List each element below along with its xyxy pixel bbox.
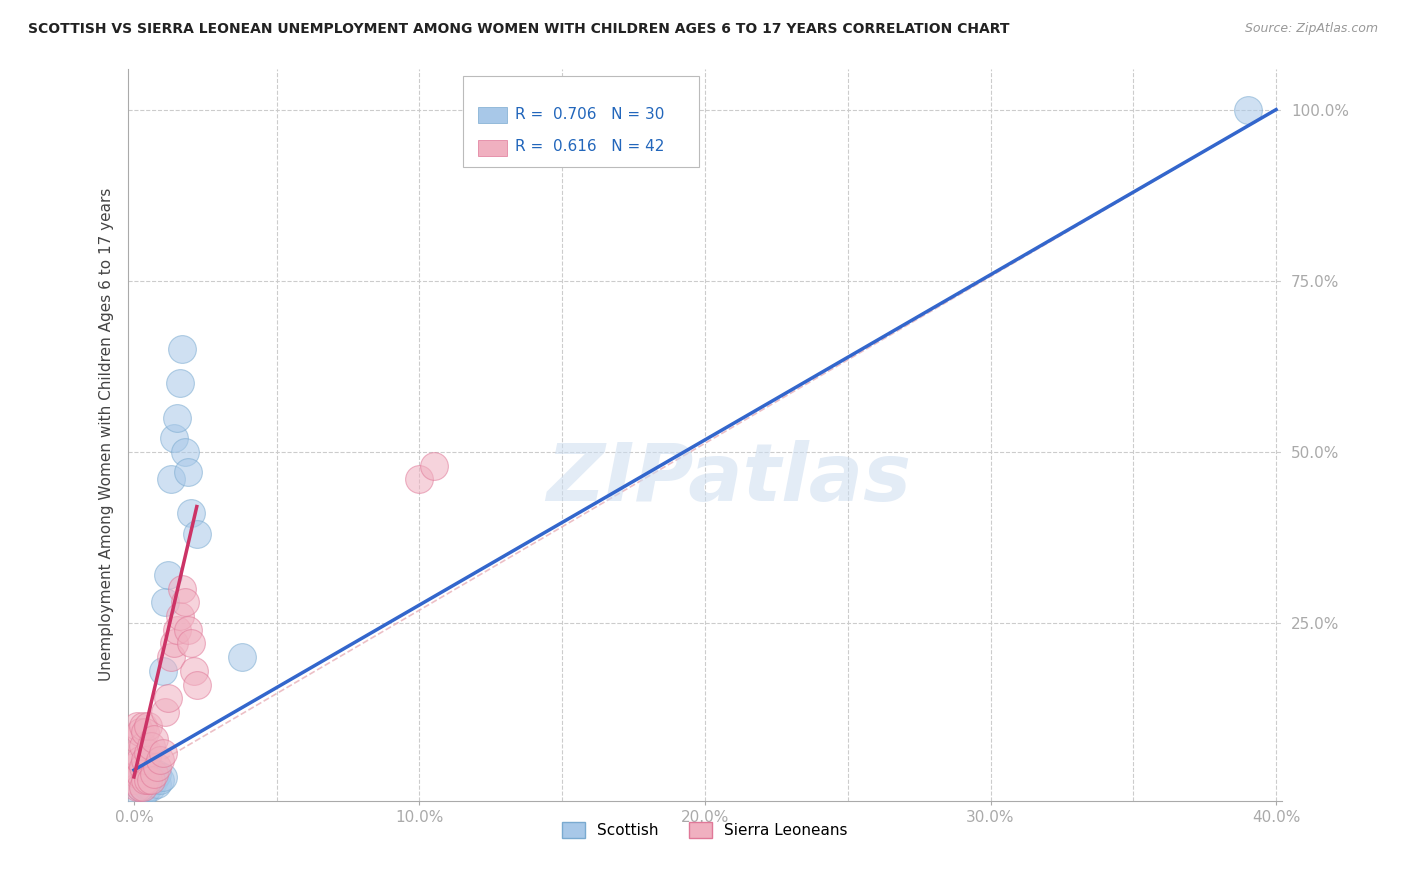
Point [128,780,150,795]
Point [152,664,174,678]
Point [131,739,153,753]
Point [139,773,162,788]
Legend: Scottish, Sierra Leoneans: Scottish, Sierra Leoneans [555,816,853,845]
Point [128,773,150,788]
Point [160,472,183,486]
Point [125,780,148,795]
Point [186,677,208,691]
Point [166,623,188,637]
Point [139,780,162,795]
Point [231,650,253,665]
Point [155,705,177,719]
Point [146,759,169,773]
Point [122,759,145,773]
Point [149,753,172,767]
Point [128,753,150,767]
Point [172,582,194,596]
Text: Source: ZipAtlas.com: Source: ZipAtlas.com [1244,22,1378,36]
Point [152,746,174,760]
Point [139,773,162,788]
Point [142,773,165,788]
Point [128,725,150,739]
Point [157,691,180,706]
Point [169,376,191,391]
Point [125,746,148,760]
Point [166,410,188,425]
Point [131,780,153,795]
Point [149,773,172,788]
Point [408,472,430,486]
Point [131,780,153,795]
Point [125,783,148,797]
Bar [478,107,506,123]
Point [169,609,191,624]
Point [131,718,153,732]
Point [177,466,200,480]
Point [142,732,165,747]
Point [180,507,202,521]
Point [146,766,169,780]
Point [131,759,153,773]
Point [131,773,153,788]
Text: R =  0.706   N = 30: R = 0.706 N = 30 [515,107,664,122]
Point [128,780,150,795]
Point [134,753,156,767]
Point [134,777,156,791]
Text: SCOTTISH VS SIERRA LEONEAN UNEMPLOYMENT AMONG WOMEN WITH CHILDREN AGES 6 TO 17 Y: SCOTTISH VS SIERRA LEONEAN UNEMPLOYMENT … [28,22,1010,37]
Point [134,773,156,788]
Point [136,718,159,732]
Point [139,739,162,753]
Point [183,664,205,678]
Point [134,725,156,739]
Point [142,766,165,780]
Point [155,595,177,609]
Point [136,773,159,788]
Point [125,732,148,747]
Text: R =  0.616   N = 42: R = 0.616 N = 42 [515,139,664,154]
Point [136,746,159,760]
Point [174,595,197,609]
Bar [478,139,506,156]
Point [136,770,159,784]
Point [152,770,174,784]
Point [180,636,202,650]
Point [177,623,200,637]
Text: ZIPatlas: ZIPatlas [546,440,911,517]
Point [125,766,148,780]
Point [146,777,169,791]
Point [160,650,183,665]
Point [186,527,208,541]
Point [174,445,197,459]
Point [172,342,194,356]
Point [122,773,145,788]
Point [163,636,186,650]
Point [136,780,159,795]
Y-axis label: Unemployment Among Women with Children Ages 6 to 17 years: Unemployment Among Women with Children A… [100,188,114,681]
Point [163,431,186,445]
Point [1236,103,1258,117]
Point [157,568,180,582]
FancyBboxPatch shape [463,76,699,168]
Point [125,718,148,732]
Point [423,458,446,473]
Point [128,766,150,780]
Point [134,783,156,797]
